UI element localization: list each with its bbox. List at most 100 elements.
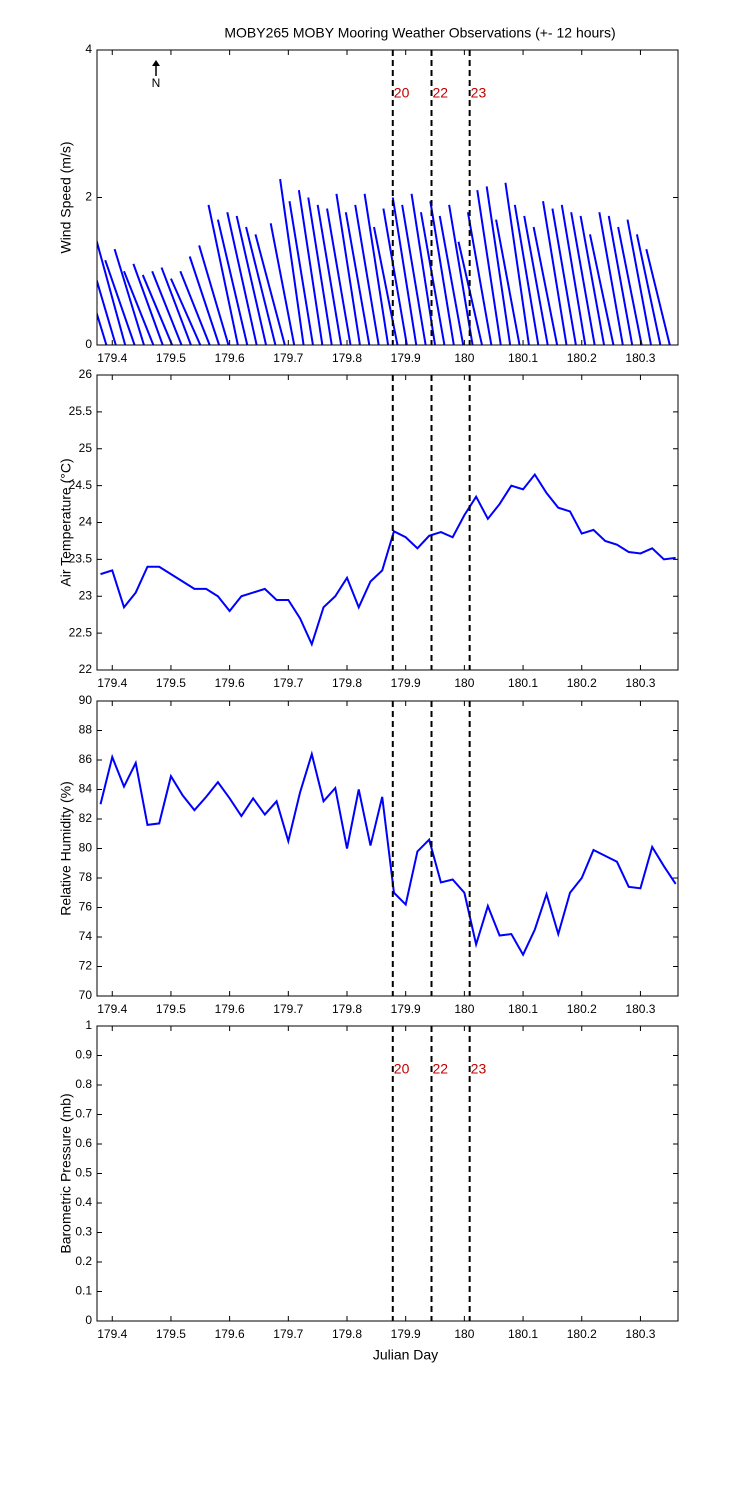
y-tick-label: 2 (85, 190, 92, 204)
marker-label: 22 (433, 85, 449, 101)
x-tick-label: 179.6 (215, 1327, 245, 1341)
wind-stick (588, 234, 615, 345)
x-tick-label: 179.4 (97, 351, 127, 365)
wind-stick (476, 189, 502, 345)
plot-area (99, 750, 677, 957)
y-tick-label: 24.5 (69, 478, 93, 492)
x-tick-label: 179.4 (97, 676, 127, 690)
wind-stick (207, 204, 239, 345)
x-tick-label: 179.8 (332, 1002, 362, 1016)
x-tick-label: 179.8 (332, 1327, 362, 1341)
x-tick-label: 179.9 (391, 1327, 421, 1341)
x-tick-label: 179.5 (156, 1002, 186, 1016)
x-tick-label: 179.9 (391, 351, 421, 365)
x-tick-label: 179.8 (332, 676, 362, 690)
x-tick-label: 180 (454, 1002, 474, 1016)
x-tick-label: 179.5 (156, 351, 186, 365)
north-arrowhead (152, 60, 160, 66)
wind-stick (410, 193, 437, 345)
x-tick-label: 179.6 (215, 676, 245, 690)
x-tick-label: 180 (454, 351, 474, 365)
plot-area (97, 178, 671, 345)
y-tick-label: 0.5 (75, 1166, 92, 1180)
wind-stick (179, 270, 211, 345)
y-tick-label: 0.9 (75, 1048, 92, 1062)
wind-stick (504, 182, 530, 345)
x-tick-label: 180.3 (625, 351, 655, 365)
wind-stick (401, 204, 427, 345)
x-tick-label: 179.4 (97, 1327, 127, 1341)
wind-stick (532, 226, 559, 345)
x-tick-label: 179.8 (332, 351, 362, 365)
x-tick-label: 180.2 (567, 351, 597, 365)
wind-stick (626, 219, 652, 345)
wind-stick (279, 178, 305, 345)
data-line (99, 750, 677, 957)
y-tick-label: 0 (85, 1313, 92, 1327)
x-tick-label: 179.7 (273, 1327, 303, 1341)
marker-label: 23 (471, 1061, 487, 1077)
wind-stick (170, 278, 202, 345)
x-axis-label: Julian Day (373, 1347, 438, 1363)
data-line (100, 472, 676, 647)
x-tick-label: 180 (454, 676, 474, 690)
x-tick-label: 180.1 (508, 351, 538, 365)
y-tick-label: 0.2 (75, 1254, 92, 1268)
x-tick-label: 179.9 (391, 1002, 421, 1016)
x-tick-label: 179.7 (273, 1002, 303, 1016)
wind-stick (495, 219, 521, 345)
wind-stick (316, 204, 343, 345)
wind-stick (326, 208, 352, 345)
wind-stick (429, 201, 455, 345)
wind-stick (288, 201, 314, 345)
y-axis-label: Wind Speed (m/s) (58, 141, 74, 253)
wind-stick (551, 208, 577, 345)
wind-stick (297, 189, 324, 345)
wind-stick (123, 270, 155, 345)
y-axis-label: Air Temperature (°C) (58, 458, 74, 586)
y-tick-label: 86 (79, 752, 93, 766)
y-tick-label: 82 (79, 811, 93, 825)
y-tick-label: 0 (85, 337, 92, 351)
x-tick-label: 180.2 (567, 1002, 597, 1016)
y-tick-label: 88 (79, 723, 93, 737)
wind-stick (485, 186, 512, 345)
wind-stick (354, 204, 380, 345)
wind-stick (542, 201, 568, 345)
y-tick-label: 80 (79, 841, 93, 855)
y-tick-label: 0.8 (75, 1077, 92, 1091)
north-label: N (152, 76, 161, 90)
axes-box (96, 700, 679, 997)
x-tick-label: 180.3 (625, 1327, 655, 1341)
y-tick-label: 26 (79, 367, 93, 381)
y-tick-label: 23 (79, 588, 93, 602)
wind-stick (307, 197, 333, 345)
plot-area (100, 472, 676, 647)
wind-stick (607, 215, 634, 345)
x-tick-label: 179.5 (156, 1327, 186, 1341)
wind-stick (598, 212, 624, 345)
x-tick-label: 180.2 (567, 1327, 597, 1341)
marker-label: 22 (433, 1061, 449, 1077)
wind-stick (254, 234, 286, 345)
y-tick-label: 70 (79, 988, 93, 1002)
wind-stick (226, 212, 258, 345)
y-tick-label: 25.5 (69, 404, 93, 418)
x-tick-label: 179.7 (273, 351, 303, 365)
wind-stick (198, 245, 230, 345)
y-tick-label: 84 (79, 782, 93, 796)
y-tick-label: 24 (79, 515, 93, 529)
wind-stick (235, 215, 267, 345)
y-tick-label: 4 (85, 42, 92, 56)
wind-stick (335, 193, 361, 345)
y-tick-label: 90 (79, 693, 93, 707)
x-tick-label: 179.6 (215, 1002, 245, 1016)
wind-stick (419, 212, 446, 345)
y-tick-label: 1 (85, 1018, 92, 1032)
wind-stick (513, 204, 540, 345)
y-tick-label: 22 (79, 662, 93, 676)
wind-stick (160, 267, 192, 345)
wind-stick (579, 215, 606, 345)
wind-stick (113, 248, 145, 345)
